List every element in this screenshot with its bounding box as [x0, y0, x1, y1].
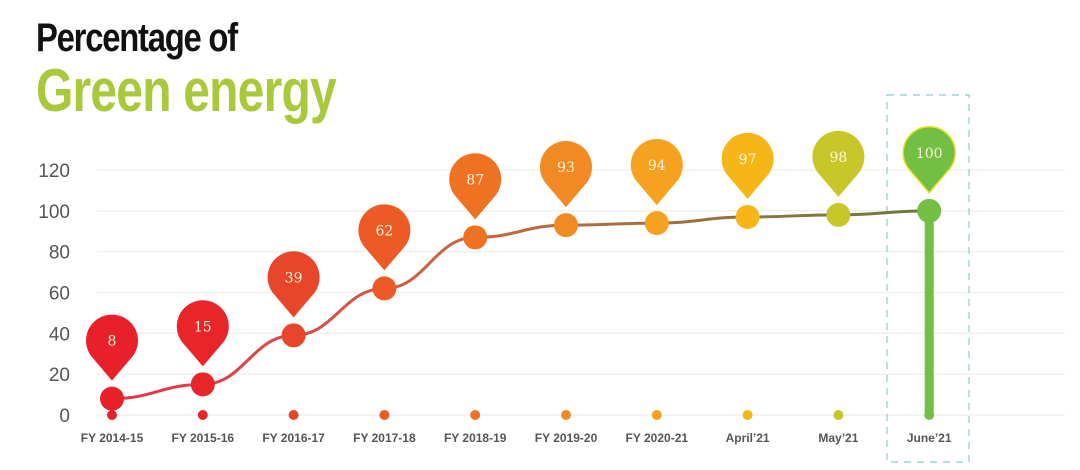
value-pin [86, 314, 139, 381]
y-axis-ticks: 0 20 40 60 80 100 120 [38, 161, 70, 427]
value-pin [630, 138, 683, 206]
value-pin [358, 204, 411, 271]
data-label: 62 [375, 223, 393, 239]
data-point-group[interactable]: 62 [358, 204, 411, 420]
data-point-marker[interactable] [372, 276, 397, 301]
data-point-marker[interactable] [463, 225, 488, 250]
data-point-group[interactable]: 15 [176, 300, 229, 420]
data-point-marker[interactable] [735, 204, 760, 229]
y-tick-label: 20 [49, 365, 70, 386]
y-tick-label: 100 [38, 202, 70, 223]
data-label: 94 [648, 158, 666, 174]
data-point-group[interactable]: 87 [449, 153, 502, 420]
y-tick-label: 60 [49, 284, 70, 305]
x-tick-label: FY 2014-15 [81, 431, 144, 445]
data-point-marker[interactable] [826, 202, 851, 227]
data-point-marker[interactable] [644, 211, 669, 236]
value-pin [267, 251, 320, 318]
value-pin [721, 132, 774, 199]
x-tick-label: May’21 [818, 431, 858, 445]
data-point-marker[interactable] [554, 213, 578, 238]
x-tick-label: June’21 [907, 431, 952, 445]
x-tick-label: FY 2016-17 [262, 431, 325, 445]
data-point-marker[interactable] [100, 386, 124, 411]
baseline-dot [107, 410, 117, 420]
data-point-marker[interactable] [917, 198, 942, 223]
baseline-dot [379, 410, 390, 420]
baseline-dot [651, 410, 662, 420]
data-point-group[interactable]: 39 [267, 251, 320, 420]
baseline-dot [833, 410, 844, 420]
x-tick-label: FY 2019-20 [535, 431, 598, 445]
data-label: 15 [194, 319, 212, 335]
data-points: 8 15 39 62 87 93 94 97 98 100 [86, 126, 956, 420]
baseline-dot [470, 410, 481, 420]
data-label: 100 [916, 146, 943, 162]
x-axis-ticks: FY 2014-15 FY 2015-16 FY 2016-17 FY 2017-18… [81, 431, 952, 445]
value-pin [812, 130, 865, 197]
chart-title-line1: Percentage of [36, 16, 238, 60]
baseline-dot [288, 410, 299, 420]
value-pin [540, 141, 592, 208]
data-point-marker[interactable] [190, 372, 215, 397]
value-pin [902, 126, 956, 194]
value-pin [176, 300, 229, 367]
highlight-box [886, 94, 970, 463]
data-label: 87 [466, 172, 484, 188]
x-tick-label: FY 2015-16 [172, 431, 235, 445]
baseline-dot [924, 410, 935, 420]
value-pin [449, 153, 502, 220]
data-label: 93 [557, 160, 575, 176]
data-point-group[interactable]: 93 [540, 141, 592, 420]
x-tick-label: FY 2017-18 [353, 431, 416, 445]
data-label: 39 [285, 270, 303, 286]
x-tick-label: April’21 [726, 431, 770, 445]
series-line [111, 209, 930, 401]
data-point-marker[interactable] [281, 323, 306, 348]
data-label: 97 [739, 152, 757, 168]
y-tick-label: 40 [49, 324, 70, 345]
data-label: 8 [108, 334, 117, 350]
data-point-group[interactable]: 98 [812, 130, 865, 420]
chart-title-line2: Green energy [36, 57, 337, 124]
baseline-dot [742, 410, 753, 420]
baseline-dot [561, 410, 571, 420]
data-label: 98 [829, 150, 847, 166]
y-tick-label: 0 [59, 406, 70, 427]
data-point-group[interactable]: 8 [86, 314, 139, 420]
y-tick-label: 120 [38, 161, 70, 182]
data-point-group[interactable]: 100 [902, 126, 956, 420]
x-tick-label: FY 2020-21 [626, 431, 689, 445]
y-tick-label: 80 [49, 243, 70, 264]
x-tick-label: FY 2018-19 [444, 431, 507, 445]
data-point-group[interactable]: 94 [630, 138, 683, 420]
baseline-dot [197, 410, 208, 420]
data-point-group[interactable]: 97 [721, 132, 774, 420]
